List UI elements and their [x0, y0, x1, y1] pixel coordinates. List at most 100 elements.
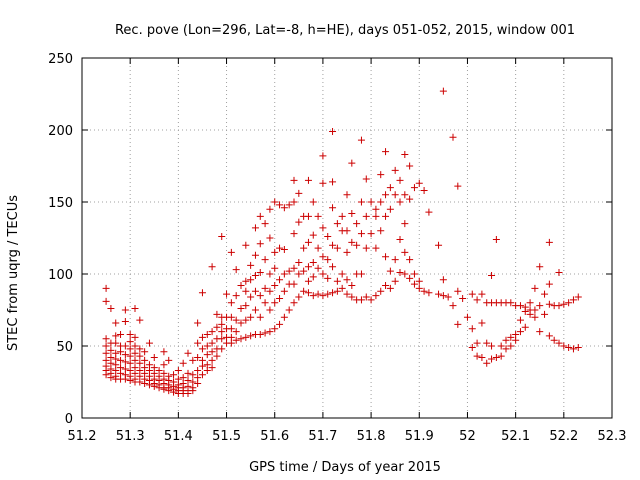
data-point	[348, 238, 356, 246]
data-point	[208, 356, 216, 364]
data-point	[382, 212, 390, 220]
data-point	[280, 313, 288, 321]
data-point	[165, 387, 173, 395]
data-point	[526, 299, 534, 307]
data-point	[203, 342, 211, 350]
data-point	[280, 204, 288, 212]
data-point	[213, 323, 221, 331]
data-point	[242, 287, 250, 295]
data-point	[333, 244, 341, 252]
data-point	[266, 270, 274, 278]
data-point	[295, 218, 303, 226]
data-point	[406, 274, 414, 282]
data-point	[459, 294, 467, 302]
data-point	[531, 306, 539, 314]
data-point	[415, 277, 423, 285]
plot-frame	[81, 57, 613, 419]
data-point	[251, 251, 259, 259]
data-points	[102, 87, 582, 398]
data-point	[574, 293, 582, 301]
data-point	[295, 270, 303, 278]
chart-title: Rec. pove (Lon=296, Lat=-8, h=HE), days …	[115, 23, 575, 38]
data-point	[309, 231, 317, 239]
data-point	[396, 235, 404, 243]
x-tick-label: 51.9	[405, 429, 434, 444]
data-point	[507, 342, 515, 350]
data-point	[516, 328, 524, 336]
x-tick-label: 51.5	[212, 429, 241, 444]
data-point	[126, 377, 134, 385]
data-point	[304, 212, 312, 220]
x-tick-label: 51.6	[260, 429, 289, 444]
data-point	[304, 289, 312, 297]
data-point	[536, 328, 544, 336]
data-point	[232, 328, 240, 336]
data-point	[208, 348, 216, 356]
data-point	[343, 191, 351, 199]
data-point	[348, 210, 356, 218]
y-axis-label: STEC from uqrg / TECUs	[6, 195, 21, 351]
data-point	[290, 299, 298, 307]
data-point	[521, 307, 529, 315]
data-point	[203, 330, 211, 338]
data-point	[194, 379, 202, 387]
x-tick-label: 52.3	[598, 429, 627, 444]
data-point	[232, 266, 240, 274]
data-point	[410, 280, 418, 288]
data-point	[256, 212, 264, 220]
data-point	[184, 349, 192, 357]
data-point	[386, 267, 394, 275]
data-point	[415, 179, 423, 187]
data-point	[569, 296, 577, 304]
data-point	[468, 290, 476, 298]
data-point	[203, 351, 211, 359]
data-point	[300, 267, 308, 275]
data-point	[189, 387, 197, 395]
data-point	[227, 339, 235, 347]
data-point	[324, 233, 332, 241]
data-point	[112, 319, 120, 327]
data-point	[367, 296, 375, 304]
data-point	[391, 256, 399, 264]
data-point	[208, 339, 216, 347]
data-point	[213, 310, 221, 318]
data-point	[319, 292, 327, 300]
data-point	[343, 276, 351, 284]
data-point	[367, 230, 375, 238]
data-point	[242, 316, 250, 324]
data-point	[333, 277, 341, 285]
data-point	[329, 127, 337, 135]
data-point	[208, 263, 216, 271]
data-point	[271, 248, 279, 256]
data-point	[382, 148, 390, 156]
data-point	[198, 345, 206, 353]
data-point	[271, 282, 279, 290]
data-point	[280, 246, 288, 254]
data-point	[521, 323, 529, 331]
data-point	[251, 271, 259, 279]
data-point	[439, 87, 447, 95]
data-point	[285, 267, 293, 275]
data-point	[338, 212, 346, 220]
data-point	[174, 366, 182, 374]
data-point	[488, 271, 496, 279]
data-point	[271, 264, 279, 272]
data-point	[247, 332, 255, 340]
data-point	[131, 305, 139, 313]
data-point	[126, 352, 134, 360]
data-point	[276, 244, 284, 252]
x-tick-label: 51.3	[116, 429, 145, 444]
data-point	[488, 355, 496, 363]
data-point	[121, 342, 129, 350]
data-point	[126, 330, 134, 338]
data-point	[319, 224, 327, 232]
x-axis-label: GPS time / Days of year 2015	[249, 460, 441, 475]
data-point	[565, 299, 573, 307]
data-point	[420, 186, 428, 194]
data-point	[165, 356, 173, 364]
data-point	[198, 333, 206, 341]
data-point	[309, 273, 317, 281]
data-point	[468, 343, 476, 351]
data-point	[208, 328, 216, 336]
data-point	[507, 333, 515, 341]
